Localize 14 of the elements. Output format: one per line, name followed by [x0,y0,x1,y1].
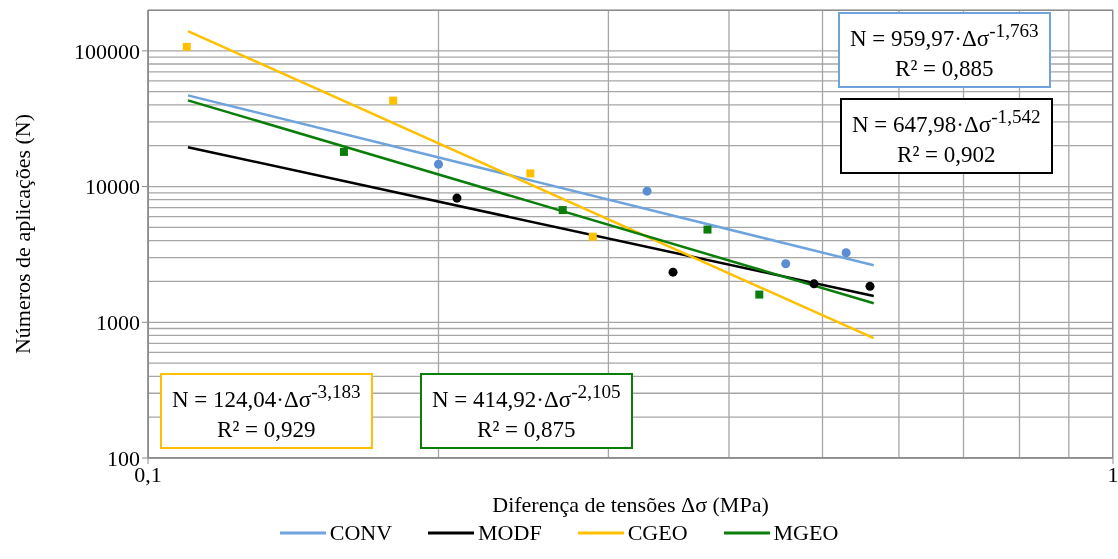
annotation: N = 647,98·Δσ$^{-1,542}$ R² = 0,902 [852,105,1041,169]
y-axis-title: Números de aplicações (N) [9,113,35,355]
annotation: N = 124,04·Δσ$^{-3,183}$ R² = 0,929 [172,380,361,444]
y-tick-label: 10000 [85,174,140,200]
legend-label: MGEO [773,520,839,546]
legend-label: CGEO [627,520,688,546]
annotation: N = 414,92·Δσ$^{-2,105}$ R² = 0,875 [432,380,621,444]
y-tick-label: 1000 [96,310,140,336]
legend-label: CONV [329,520,393,546]
y-tick-label: 100000 [74,38,140,64]
x-tick-label: 1 [1107,461,1118,487]
annotation: N = 959,97·Δσ$^{-1,763}$ R² = 0,885 [850,19,1039,83]
legend-label: MODF [478,520,542,546]
x-axis-title: Diferença de tensões Δσ (MPa) [492,492,769,517]
